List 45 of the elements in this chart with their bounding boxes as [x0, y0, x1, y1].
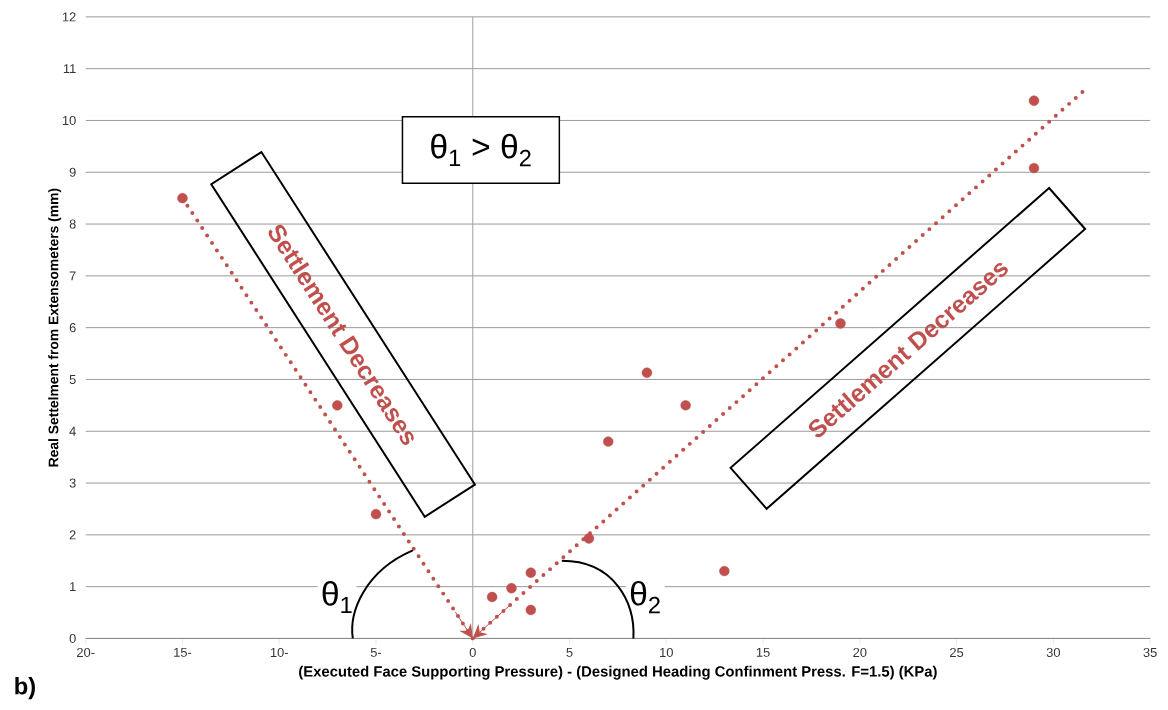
x-tick-label: 15: [756, 647, 770, 657]
x-tick-label: 30: [1046, 647, 1060, 658]
point: [680, 400, 691, 411]
y-axis-title: Real Settelment from Extensometers (mm): [48, 188, 62, 467]
y-tick-label: 8: [69, 219, 76, 229]
x-tick-label: 35: [1143, 647, 1157, 658]
y-tick-label: 6: [69, 323, 76, 333]
x-tick-label: 15-: [174, 647, 192, 657]
y-tick-label: 10: [62, 115, 76, 126]
point: [525, 604, 536, 616]
y-tick-label: 5: [69, 375, 76, 384]
y-tick-label: 0: [69, 633, 76, 644]
point: [177, 193, 188, 204]
x-tick-label: 5-: [370, 647, 382, 657]
y-tick-label: 12: [62, 12, 76, 22]
y-tick-label: 2: [69, 530, 76, 540]
point: [835, 318, 846, 329]
text: b): [15, 677, 35, 700]
y-tick-label: 11: [63, 64, 76, 74]
x-tick-label: 10: [660, 647, 673, 658]
point: [1028, 162, 1040, 174]
point: [1028, 95, 1040, 106]
x-tick-label: 20-: [77, 647, 95, 658]
annotation: θ$_{1}$ > θ$_{2}$: [431, 133, 531, 167]
point: [486, 591, 498, 603]
point: [583, 533, 595, 544]
y-tick-label: 3: [69, 478, 76, 488]
point: [719, 565, 730, 577]
y-tick-label: 9: [69, 167, 76, 177]
x-tick-label: 10-: [270, 647, 288, 658]
annotation: θ$_{1}$: [322, 581, 352, 614]
x-tick-label: 0: [469, 647, 476, 658]
x-tick-label: 20: [853, 647, 867, 658]
y-tick-label: 1: [70, 582, 76, 592]
point: [603, 436, 614, 447]
point: [641, 367, 653, 378]
x-tick-label: 25: [950, 647, 964, 658]
point: [506, 583, 517, 594]
x-axis-title: (Executed Face Supporting Pressure) - (Designed Heading Confinment Press. F=1.5) (KPa): [299, 665, 937, 680]
x-tick-label: 5: [566, 647, 573, 657]
point: [525, 567, 536, 578]
y-tick-label: 7: [69, 271, 76, 281]
y-tick-label: 4: [69, 426, 76, 436]
point: [370, 509, 382, 520]
annotation: θ$_{2}$: [630, 580, 660, 614]
